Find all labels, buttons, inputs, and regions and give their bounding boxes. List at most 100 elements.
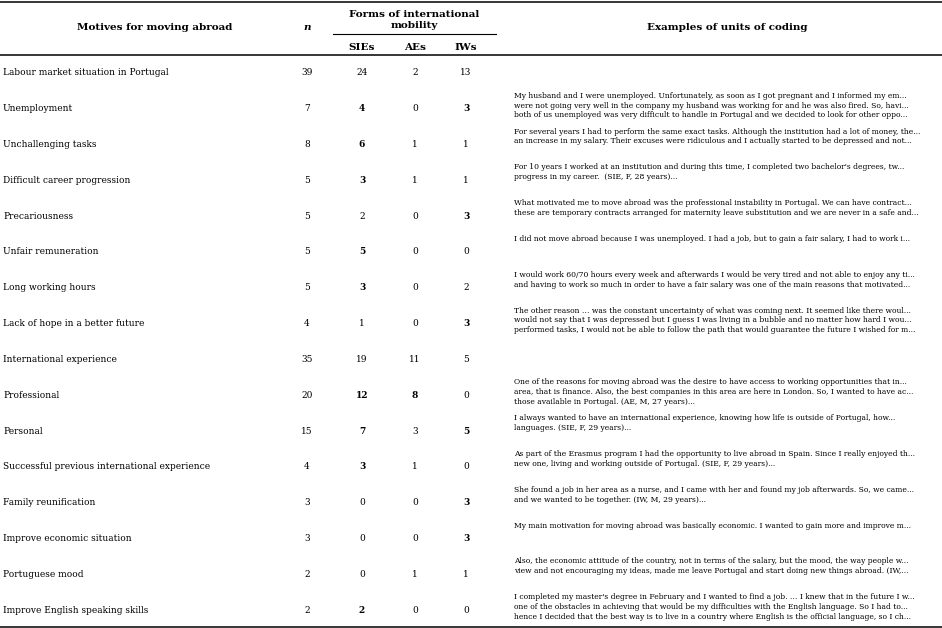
Text: 4: 4 bbox=[359, 104, 365, 113]
Text: Lack of hope in a better future: Lack of hope in a better future bbox=[3, 319, 144, 328]
Text: 0: 0 bbox=[413, 319, 418, 328]
Text: 0: 0 bbox=[413, 605, 418, 615]
Text: 5: 5 bbox=[304, 247, 310, 256]
Text: 12: 12 bbox=[356, 391, 368, 399]
Text: One of the reasons for moving abroad was the desire to have access to working op: One of the reasons for moving abroad was… bbox=[514, 378, 914, 406]
Text: 0: 0 bbox=[359, 534, 365, 543]
Text: 8: 8 bbox=[412, 391, 418, 399]
Text: For 10 years I worked at an institution and during this time, I completed two ba: For 10 years I worked at an institution … bbox=[514, 163, 904, 181]
Text: 1: 1 bbox=[413, 462, 418, 472]
Text: 35: 35 bbox=[301, 355, 313, 364]
Text: 2: 2 bbox=[359, 212, 365, 220]
Text: 3: 3 bbox=[413, 426, 418, 436]
Text: 1: 1 bbox=[463, 176, 469, 185]
Text: 3: 3 bbox=[463, 498, 469, 507]
Text: 11: 11 bbox=[409, 355, 421, 364]
Text: 3: 3 bbox=[359, 283, 365, 292]
Text: Motives for moving abroad: Motives for moving abroad bbox=[77, 23, 233, 32]
Text: 0: 0 bbox=[463, 247, 469, 256]
Text: 19: 19 bbox=[356, 355, 367, 364]
Text: 0: 0 bbox=[463, 391, 469, 399]
Text: International experience: International experience bbox=[3, 355, 117, 364]
Text: 1: 1 bbox=[463, 570, 469, 579]
Text: As part of the Erasmus program I had the opportunity to live abroad in Spain. Si: As part of the Erasmus program I had the… bbox=[514, 450, 915, 468]
Text: 6: 6 bbox=[359, 140, 365, 149]
Text: 20: 20 bbox=[301, 391, 313, 399]
Text: 5: 5 bbox=[304, 176, 310, 185]
Text: She found a job in her area as a nurse, and I came with her and found my job aft: She found a job in her area as a nurse, … bbox=[514, 485, 914, 504]
Text: Also, the economic attitude of the country, not in terms of the salary, but the : Also, the economic attitude of the count… bbox=[514, 558, 908, 575]
Text: 3: 3 bbox=[359, 176, 365, 185]
Text: 15: 15 bbox=[301, 426, 313, 436]
Text: 3: 3 bbox=[463, 534, 469, 543]
Text: I always wanted to have an international experience, knowing how life is outside: I always wanted to have an international… bbox=[514, 414, 895, 432]
Text: 0: 0 bbox=[413, 247, 418, 256]
Text: 5: 5 bbox=[463, 426, 469, 436]
Text: 2: 2 bbox=[463, 283, 469, 292]
Text: Unchallenging tasks: Unchallenging tasks bbox=[3, 140, 96, 149]
Text: 3: 3 bbox=[463, 104, 469, 113]
Text: Examples of units of coding: Examples of units of coding bbox=[647, 23, 807, 32]
Text: 3: 3 bbox=[463, 212, 469, 220]
Text: 0: 0 bbox=[359, 570, 365, 579]
Text: Unfair remuneration: Unfair remuneration bbox=[3, 247, 99, 256]
Text: Long working hours: Long working hours bbox=[3, 283, 96, 292]
Text: 3: 3 bbox=[359, 462, 365, 472]
Text: 2: 2 bbox=[304, 605, 310, 615]
Text: I would work 60/70 hours every week and afterwards I would be very tired and not: I would work 60/70 hours every week and … bbox=[514, 271, 915, 289]
Text: 0: 0 bbox=[413, 104, 418, 113]
Text: The other reason … was the constant uncertainty of what was coming next. It seem: The other reason … was the constant unce… bbox=[514, 306, 916, 334]
Text: Difficult career progression: Difficult career progression bbox=[3, 176, 130, 185]
Text: 39: 39 bbox=[301, 68, 313, 77]
Text: 5: 5 bbox=[359, 247, 365, 256]
Text: 3: 3 bbox=[304, 534, 310, 543]
Text: 5: 5 bbox=[304, 283, 310, 292]
Text: SIEs: SIEs bbox=[349, 43, 375, 51]
Text: 0: 0 bbox=[463, 605, 469, 615]
Text: 4: 4 bbox=[304, 319, 310, 328]
Text: 7: 7 bbox=[304, 104, 310, 113]
Text: 0: 0 bbox=[413, 534, 418, 543]
Text: I completed my master's degree in February and I wanted to find a job. … I knew : I completed my master's degree in Februa… bbox=[514, 593, 915, 621]
Text: 4: 4 bbox=[304, 462, 310, 472]
Text: 8: 8 bbox=[304, 140, 310, 149]
Text: What motivated me to move abroad was the professional instability in Portugal. W: What motivated me to move abroad was the… bbox=[514, 199, 918, 217]
Text: Forms of international
mobility: Forms of international mobility bbox=[349, 10, 479, 30]
Text: 7: 7 bbox=[359, 426, 365, 436]
Text: 1: 1 bbox=[413, 570, 418, 579]
Text: 2: 2 bbox=[304, 570, 310, 579]
Text: 24: 24 bbox=[356, 68, 367, 77]
Text: 0: 0 bbox=[359, 498, 365, 507]
Text: 3: 3 bbox=[304, 498, 310, 507]
Text: I did not move abroad because I was unemployed. I had a job, but to gain a fair : I did not move abroad because I was unem… bbox=[514, 235, 910, 243]
Text: Personal: Personal bbox=[3, 426, 42, 436]
Text: 5: 5 bbox=[304, 212, 310, 220]
Text: Unemployment: Unemployment bbox=[3, 104, 73, 113]
Text: 1: 1 bbox=[413, 176, 418, 185]
Text: 0: 0 bbox=[413, 212, 418, 220]
Text: 1: 1 bbox=[359, 319, 365, 328]
Text: 5: 5 bbox=[463, 355, 469, 364]
Text: IWs: IWs bbox=[455, 43, 478, 51]
Text: 2: 2 bbox=[413, 68, 418, 77]
Text: 0: 0 bbox=[413, 498, 418, 507]
Text: 1: 1 bbox=[463, 140, 469, 149]
Text: Professional: Professional bbox=[3, 391, 59, 399]
Text: Portuguese mood: Portuguese mood bbox=[3, 570, 84, 579]
Text: My main motivation for moving abroad was basically economic. I wanted to gain mo: My main motivation for moving abroad was… bbox=[514, 522, 911, 529]
Text: 3: 3 bbox=[463, 319, 469, 328]
Text: Improve economic situation: Improve economic situation bbox=[3, 534, 132, 543]
Text: 0: 0 bbox=[463, 462, 469, 472]
Text: 0: 0 bbox=[413, 283, 418, 292]
Text: Labour market situation in Portugal: Labour market situation in Portugal bbox=[3, 68, 169, 77]
Text: 13: 13 bbox=[461, 68, 472, 77]
Text: Precariousness: Precariousness bbox=[3, 212, 73, 220]
Text: AEs: AEs bbox=[404, 43, 426, 51]
Text: Family reunification: Family reunification bbox=[3, 498, 95, 507]
Text: My husband and I were unemployed. Unfortunately, as soon as I got pregnant and I: My husband and I were unemployed. Unfort… bbox=[514, 92, 909, 119]
Text: n: n bbox=[303, 23, 311, 32]
Text: 1: 1 bbox=[413, 140, 418, 149]
Text: 2: 2 bbox=[359, 605, 365, 615]
Text: Successful previous international experience: Successful previous international experi… bbox=[3, 462, 210, 472]
Text: Improve English speaking skills: Improve English speaking skills bbox=[3, 605, 149, 615]
